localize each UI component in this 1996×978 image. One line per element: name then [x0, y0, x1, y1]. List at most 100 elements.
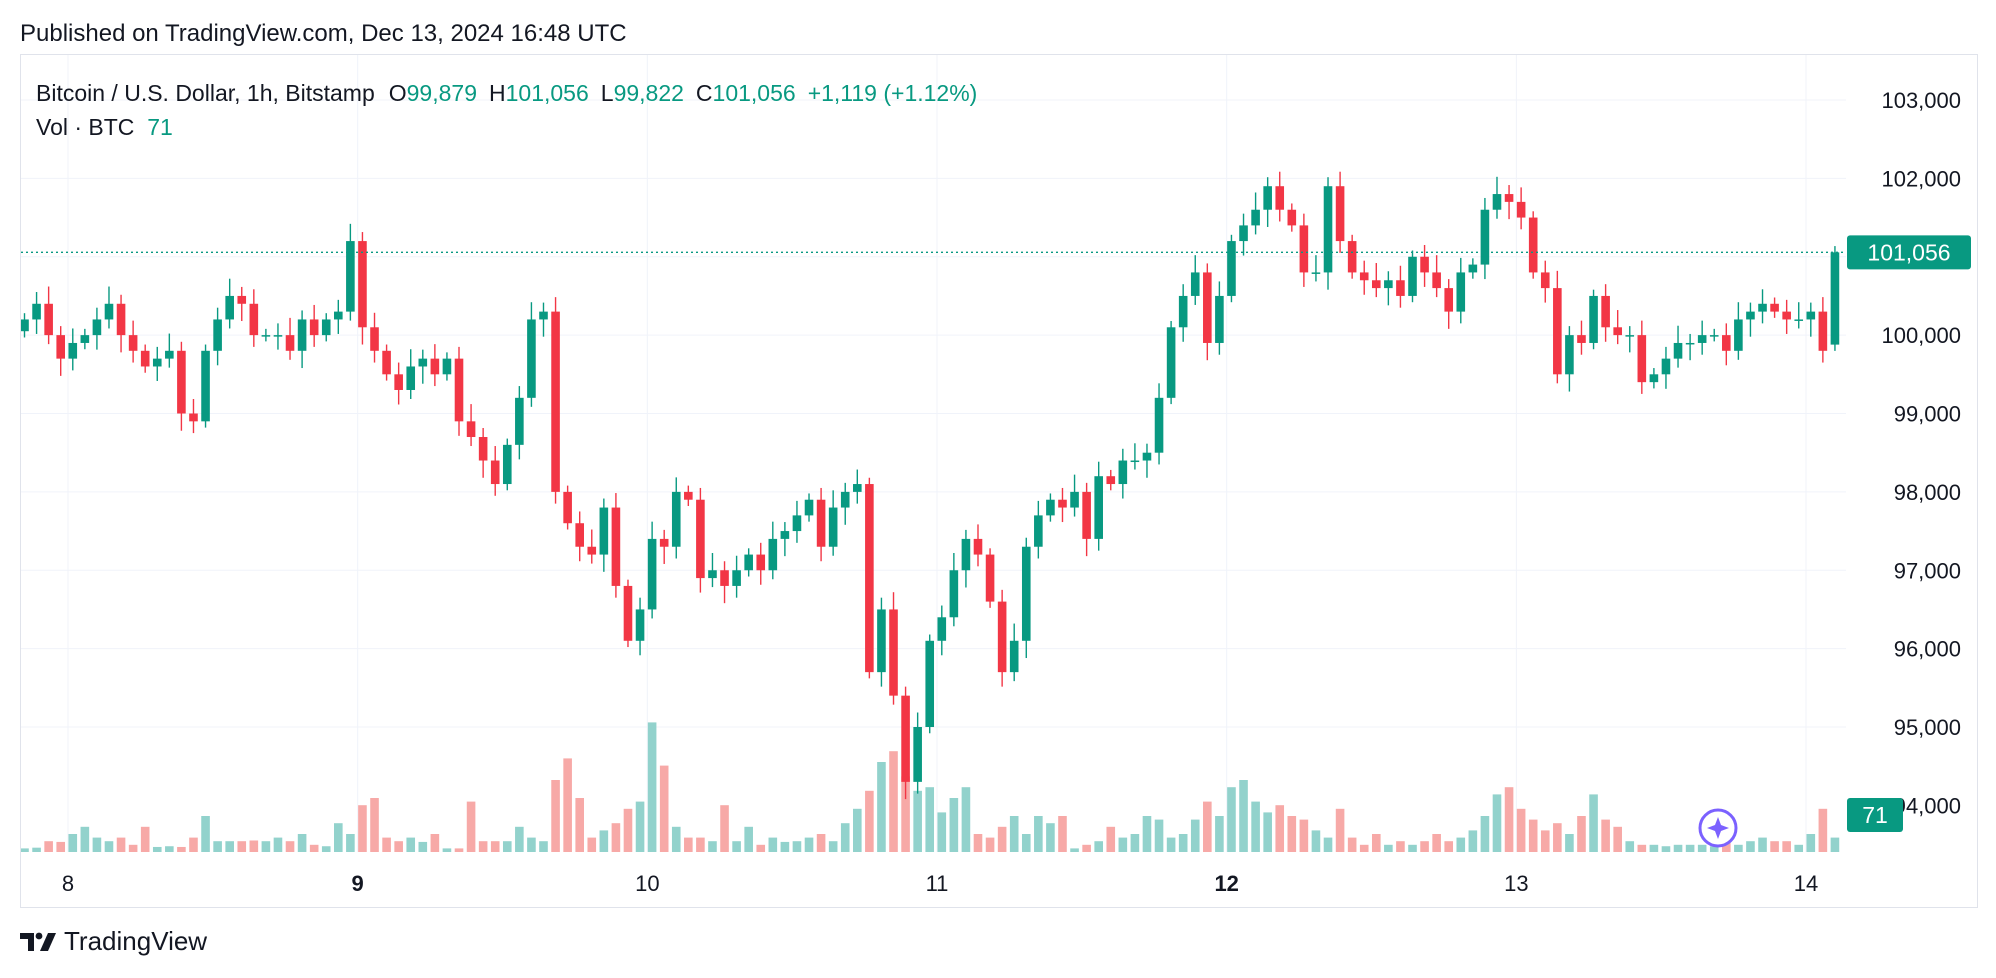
candle[interactable]: [1432, 272, 1441, 289]
candle[interactable]: [575, 523, 585, 547]
candle[interactable]: [116, 303, 126, 336]
candle[interactable]: [1118, 460, 1128, 485]
candle[interactable]: [309, 319, 319, 336]
candle[interactable]: [189, 413, 198, 422]
candle[interactable]: [1722, 335, 1731, 351]
candle[interactable]: [684, 491, 693, 500]
candle[interactable]: [1203, 272, 1212, 343]
candle[interactable]: [635, 609, 645, 641]
candle[interactable]: [551, 311, 560, 492]
candlestick-chart[interactable]: 95,00096,00097,00098,00099,000100,000101…: [21, 55, 1979, 909]
candle[interactable]: [297, 319, 307, 351]
candle[interactable]: [382, 350, 391, 375]
candle[interactable]: [973, 538, 983, 555]
candle[interactable]: [104, 303, 114, 320]
candle[interactable]: [840, 491, 850, 508]
candle[interactable]: [1396, 280, 1405, 296]
candle[interactable]: [321, 319, 331, 336]
candle[interactable]: [1782, 311, 1791, 320]
candle[interactable]: [1021, 546, 1031, 641]
candle[interactable]: [1384, 280, 1393, 289]
candle[interactable]: [611, 507, 621, 586]
candle[interactable]: [1311, 272, 1321, 274]
candle[interactable]: [647, 538, 657, 610]
candle[interactable]: [454, 358, 464, 422]
candle[interactable]: [937, 617, 947, 641]
candle[interactable]: [1565, 335, 1574, 375]
candle[interactable]: [80, 335, 90, 343]
candle[interactable]: [1456, 272, 1466, 312]
candle[interactable]: [515, 397, 524, 445]
candle[interactable]: [1818, 311, 1828, 351]
candle[interactable]: [1034, 515, 1043, 547]
candle[interactable]: [1444, 288, 1454, 312]
candle[interactable]: [792, 515, 802, 532]
candle[interactable]: [165, 350, 174, 359]
candle[interactable]: [1142, 452, 1152, 461]
candle[interactable]: [490, 460, 500, 485]
candle[interactable]: [877, 609, 886, 673]
candle[interactable]: [732, 570, 741, 586]
candle[interactable]: [334, 311, 343, 320]
candle[interactable]: [913, 727, 922, 782]
candle[interactable]: [1577, 335, 1586, 343]
candle[interactable]: [1589, 295, 1598, 343]
candle[interactable]: [1468, 264, 1478, 273]
candle[interactable]: [1649, 374, 1659, 383]
candle[interactable]: [502, 444, 512, 485]
candle[interactable]: [720, 570, 729, 586]
candle[interactable]: [853, 484, 862, 492]
candle[interactable]: [1070, 491, 1079, 508]
candle[interactable]: [1601, 295, 1610, 328]
candle[interactable]: [1371, 280, 1381, 289]
candle[interactable]: [56, 335, 66, 359]
candle[interactable]: [671, 491, 681, 547]
candle[interactable]: [261, 335, 271, 337]
candle[interactable]: [1516, 201, 1526, 218]
candle[interactable]: [901, 695, 910, 782]
candle[interactable]: [44, 303, 53, 336]
candle[interactable]: [68, 342, 78, 359]
candle[interactable]: [21, 319, 29, 332]
candle[interactable]: [949, 570, 959, 618]
candle[interactable]: [430, 358, 440, 375]
candle[interactable]: [1287, 209, 1297, 226]
candle[interactable]: [1106, 476, 1116, 485]
candle[interactable]: [1637, 335, 1647, 383]
candle[interactable]: [659, 538, 669, 547]
candle[interactable]: [1263, 186, 1272, 210]
candle[interactable]: [177, 350, 186, 414]
candle[interactable]: [527, 319, 536, 398]
footer-brand[interactable]: TradingView: [20, 926, 207, 957]
candle[interactable]: [539, 311, 548, 320]
candle[interactable]: [1492, 194, 1502, 210]
candle[interactable]: [1697, 335, 1707, 343]
candle[interactable]: [1553, 288, 1562, 375]
candle[interactable]: [225, 295, 234, 320]
candle[interactable]: [1420, 256, 1429, 273]
candle[interactable]: [804, 499, 814, 516]
candle[interactable]: [1190, 272, 1200, 296]
candle[interactable]: [563, 491, 572, 524]
candle[interactable]: [213, 319, 222, 351]
candle[interactable]: [816, 499, 826, 547]
volume-label[interactable]: Vol · BTC: [36, 114, 135, 140]
candle[interactable]: [1408, 256, 1417, 296]
candle[interactable]: [1178, 295, 1188, 328]
candle[interactable]: [394, 374, 403, 390]
candle[interactable]: [708, 570, 717, 579]
candle[interactable]: [370, 327, 379, 351]
candle[interactable]: [1323, 186, 1333, 273]
candle[interactable]: [466, 421, 476, 438]
candle[interactable]: [1661, 358, 1671, 375]
candle[interactable]: [1709, 335, 1719, 337]
candle[interactable]: [961, 538, 971, 571]
candle[interactable]: [1613, 327, 1622, 336]
candle[interactable]: [587, 546, 597, 555]
candle[interactable]: [1770, 303, 1779, 312]
candle[interactable]: [140, 350, 150, 367]
candle[interactable]: [1215, 295, 1224, 343]
candle[interactable]: [1154, 397, 1164, 453]
candle[interactable]: [1528, 217, 1538, 273]
candle[interactable]: [756, 554, 766, 571]
